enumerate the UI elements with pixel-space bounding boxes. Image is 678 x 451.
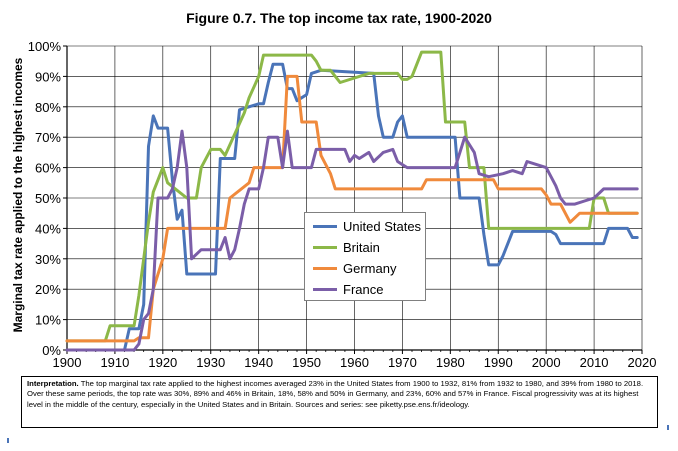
x-tick-label: 1970 xyxy=(388,355,417,370)
x-tick-label: 2000 xyxy=(532,355,561,370)
x-tick-label: 1940 xyxy=(244,355,273,370)
series-line-germany xyxy=(65,74,639,343)
x-tick-labels: 1900 1910 1920 1930 1940 1950 1960 1970 1980 1990… xyxy=(53,355,657,370)
legend-label: France xyxy=(343,282,384,297)
chart-title: Figure 0.7. The top income tax rate, 190… xyxy=(186,10,492,26)
x-tick-label: 1980 xyxy=(436,355,465,370)
series-lines xyxy=(65,50,639,352)
note-text: The top marginal tax rate applied to the… xyxy=(27,379,644,409)
series-line-france xyxy=(65,129,639,352)
y-tick-label: 30% xyxy=(35,252,61,267)
x-tick-label: 1920 xyxy=(148,355,177,370)
x-tick-label: 1990 xyxy=(484,355,513,370)
legend-swatch xyxy=(313,246,337,249)
edge-mark-left xyxy=(7,438,9,443)
legend-item-france: France xyxy=(305,279,425,300)
y-tick-label: 20% xyxy=(35,282,61,297)
legend-swatch xyxy=(313,288,337,291)
y-axis-label: Marginal tax rate applied to the highest… xyxy=(11,57,25,333)
x-tick-label: 2020 xyxy=(628,355,657,370)
legend: United States Britain Germany France xyxy=(304,212,426,301)
x-tick-label: 1930 xyxy=(196,355,225,370)
x-tick-label: 1910 xyxy=(100,355,129,370)
legend-swatch xyxy=(313,225,337,228)
legend-label: Germany xyxy=(343,261,397,276)
y-tick-label: 80% xyxy=(35,100,61,115)
interpretation-note: Interpretation. The top marginal tax rat… xyxy=(21,376,658,428)
series-line-united-states xyxy=(65,62,639,352)
y-tick-label: 90% xyxy=(35,69,61,84)
x-tick-label: 2010 xyxy=(580,355,609,370)
y-tick-label: 100% xyxy=(28,39,62,54)
x-tick-label: 1950 xyxy=(292,355,321,370)
legend-item-germany: Germany xyxy=(305,258,425,279)
y-tick-labels: 0% 10% 20% 30% 40% 50% 60% 70% 80% 90% 100% xyxy=(28,39,62,358)
legend-swatch xyxy=(313,267,337,270)
y-tick-label: 0% xyxy=(42,343,61,358)
legend-item-britain: Britain xyxy=(305,237,425,258)
x-tick-label: 1900 xyxy=(53,355,82,370)
y-tick-label: 70% xyxy=(35,130,61,145)
note-label: Interpretation. xyxy=(27,379,79,388)
legend-item-united-states: United States xyxy=(305,216,425,237)
y-tick-label: 40% xyxy=(35,221,61,236)
edge-mark-right xyxy=(667,425,669,430)
x-tick-label: 1960 xyxy=(340,355,369,370)
y-tick-label: 10% xyxy=(35,313,61,328)
legend-label: United States xyxy=(343,219,422,234)
y-tick-label: 50% xyxy=(35,191,61,206)
series-line-britain xyxy=(65,50,639,343)
legend-label: Britain xyxy=(343,240,380,255)
y-tick-label: 60% xyxy=(35,161,61,176)
